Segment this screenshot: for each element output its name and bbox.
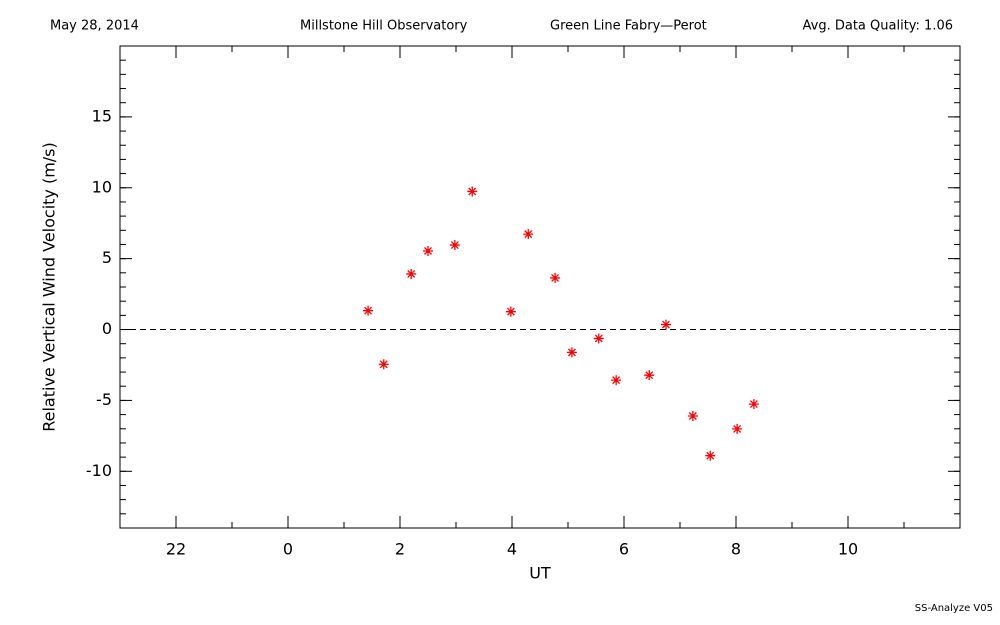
data-point <box>593 333 604 344</box>
data-point <box>732 423 743 434</box>
data-point <box>523 229 534 240</box>
data-point <box>505 306 516 317</box>
instrument: Green Line Fabry—Perot <box>550 19 707 34</box>
data-point <box>378 359 389 370</box>
y-tick-label: 5 <box>102 248 112 267</box>
data-point <box>550 272 561 283</box>
data-point <box>661 319 671 330</box>
data-point <box>423 245 433 256</box>
y-axis-label: Relative Vertical Wind Velocity (m/s) <box>40 142 59 432</box>
x-axis-label: UT <box>529 564 551 583</box>
y-tick-label: -10 <box>86 461 112 480</box>
footer: SS-Analyze V05 <box>915 603 993 614</box>
data-quality: Avg. Data Quality: 1.06 <box>803 19 953 34</box>
y-tick-label: 10 <box>92 177 112 196</box>
y-tick-label: 0 <box>102 319 112 338</box>
data-point <box>705 450 716 461</box>
data-point <box>611 375 622 386</box>
data-point <box>687 411 698 422</box>
x-tick-label: 6 <box>619 540 629 559</box>
y-tick-label: 15 <box>92 106 112 125</box>
x-tick-label: 2 <box>395 540 405 559</box>
data-point <box>449 240 460 251</box>
data-point <box>363 305 374 316</box>
x-tick-label: 4 <box>507 540 517 559</box>
data-point <box>644 370 655 381</box>
data-point <box>748 399 759 410</box>
date: May 28, 2014 <box>50 19 139 34</box>
data-point <box>566 347 577 358</box>
y-tick-label: -5 <box>96 390 112 409</box>
data-point <box>406 268 417 279</box>
observatory: Millstone Hill Observatory <box>300 19 468 34</box>
x-tick-label: 10 <box>838 540 858 559</box>
x-tick-label: 8 <box>731 540 741 559</box>
x-tick-label: 22 <box>166 540 186 559</box>
x-tick-label: 0 <box>283 540 293 559</box>
data-point <box>467 186 478 197</box>
